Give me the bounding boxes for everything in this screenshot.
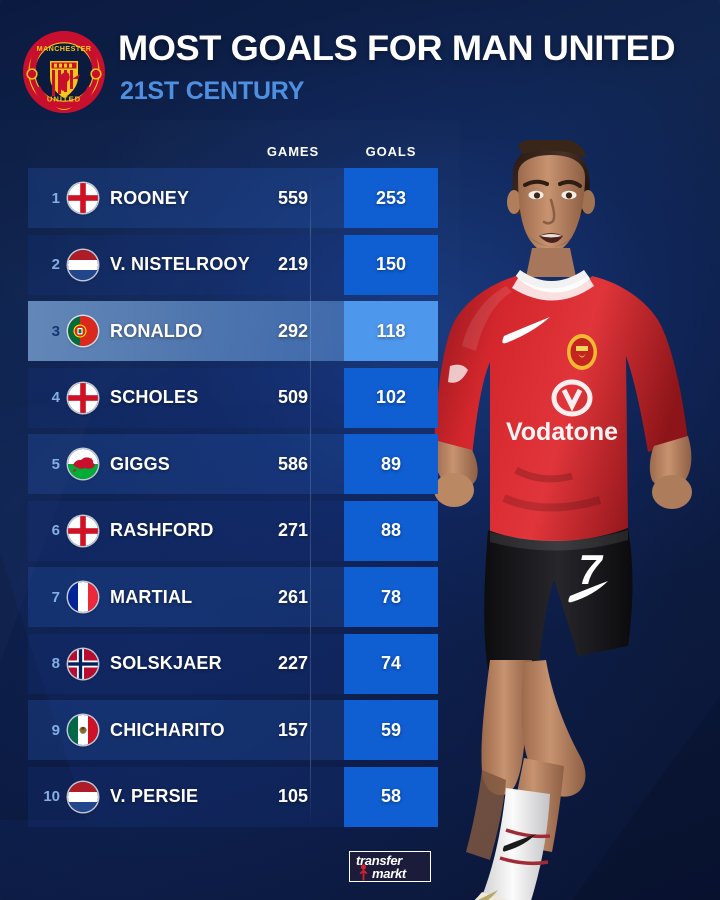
- goals-value: 74: [380, 653, 402, 673]
- flag-icon-mexico: [68, 715, 98, 745]
- table-row[interactable]: 5 GIGGS 586 89: [28, 434, 438, 494]
- table-row[interactable]: 7 MARTIAL 261 78: [28, 567, 438, 627]
- table-row[interactable]: 4 SCHOLES 509 102: [28, 367, 438, 428]
- table-row[interactable]: 1 ROONEY 559 253: [28, 168, 438, 228]
- goals-highlight-block: [344, 168, 438, 228]
- goals-value: 59: [380, 719, 402, 740]
- goals-value: 102: [375, 387, 407, 407]
- column-header-games: GAMES: [266, 144, 320, 159]
- flag-icon-france: [68, 582, 98, 612]
- svg-text:7: 7: [578, 546, 603, 593]
- player-name: V. PERSIE: [110, 786, 199, 806]
- goals-value: 253: [375, 187, 407, 208]
- player-name: RASHFORD: [110, 520, 214, 540]
- goals-highlight-block: [344, 301, 438, 361]
- player-name: ROONEY: [110, 187, 190, 208]
- games-value: 292: [277, 320, 309, 341]
- games-value: 105: [277, 786, 309, 806]
- goals-value: 58: [380, 786, 402, 806]
- flag-icon-netherlands: [68, 781, 98, 812]
- table-row[interactable]: 6 RASHFORD 271 88: [28, 500, 438, 561]
- player-legs: [466, 660, 586, 900]
- flag-icon-england: [68, 382, 98, 413]
- transfermarkt-figure-icon: [359, 864, 368, 881]
- rank-number: 2: [51, 256, 60, 273]
- goals-highlight-block: [344, 234, 438, 295]
- rank-number: 10: [43, 788, 60, 805]
- rank-number: 9: [51, 721, 60, 739]
- table-row[interactable]: 3 RONALDO 292 118: [28, 301, 438, 361]
- rank-number: 1: [51, 189, 60, 207]
- player-name: MARTIAL: [110, 586, 193, 607]
- rank-number: 3: [51, 322, 60, 340]
- player-head: [507, 140, 595, 254]
- player-name: CHICHARITO: [110, 719, 225, 740]
- column-header-goals: GOALS: [365, 144, 417, 159]
- player-name: SOLSKJAER: [110, 653, 222, 673]
- goals-highlight-block: [344, 633, 438, 694]
- goals-highlight-block: [344, 500, 438, 561]
- goals-value: 150: [375, 254, 407, 274]
- games-value: 157: [277, 719, 309, 740]
- svg-text:UNITED: UNITED: [47, 95, 81, 104]
- table-row[interactable]: 10 V. PERSIE 105 58: [28, 766, 438, 827]
- page-subtitle: 21ST CENTURY: [120, 77, 305, 105]
- goals-highlight-block: [344, 367, 438, 428]
- goals-value: 89: [380, 453, 402, 474]
- player-name: V. NISTELROOY: [110, 254, 250, 274]
- goals-highlight-block: [344, 434, 438, 494]
- rank-number: 6: [51, 522, 60, 539]
- manchester-united-crest-icon: MANCHESTER UNITED: [23, 31, 105, 113]
- goals-highlight-block: [344, 766, 438, 827]
- rank-number: 8: [51, 655, 60, 672]
- flag-icon-netherlands: [68, 249, 98, 280]
- transfermarkt-logo: transfer markt: [349, 851, 431, 882]
- goals-highlight-block: [344, 700, 438, 760]
- rank-number: 7: [51, 588, 60, 606]
- transfermarkt-logo-text-1: transfer: [356, 853, 403, 868]
- header: MANCHESTER UNITED MOST GOALS FOR MAN UNI…: [0, 0, 720, 150]
- player-arms: [433, 436, 692, 509]
- player-name: GIGGS: [110, 453, 171, 474]
- games-value: 261: [277, 586, 309, 607]
- games-value: 559: [277, 187, 309, 208]
- games-value: 271: [277, 520, 309, 540]
- goals-value: 78: [380, 586, 402, 607]
- transfermarkt-logo-text-2: markt: [372, 866, 406, 881]
- games-value: 219: [277, 254, 309, 274]
- page-title: MOST GOALS FOR MAN UNITED: [118, 28, 676, 68]
- flag-icon-portugal: [68, 316, 98, 346]
- games-value: 509: [277, 387, 309, 407]
- rank-number: 5: [51, 455, 60, 473]
- svg-text:Vodatone: Vodatone: [506, 418, 618, 446]
- player-shirt: Vodatone: [434, 276, 688, 542]
- flag-icon-wales: [68, 449, 98, 479]
- table-row[interactable]: 2 V. NISTELROOY 219 150: [28, 234, 438, 295]
- player-photo: Vodatone 7: [433, 140, 692, 900]
- table-row[interactable]: 9 CHICHARITO 157 59: [28, 700, 438, 760]
- player-name: RONALDO: [110, 320, 203, 341]
- goals-value: 88: [380, 520, 402, 540]
- games-value: 227: [277, 653, 309, 673]
- flag-icon-england: [68, 183, 98, 213]
- column-divider: [310, 176, 311, 826]
- svg-text:MANCHESTER: MANCHESTER: [37, 44, 92, 53]
- goals-highlight-block: [344, 567, 438, 627]
- player-name: SCHOLES: [110, 387, 199, 407]
- rank-number: 4: [51, 389, 60, 406]
- flag-icon-england: [68, 515, 98, 546]
- player-shorts: 7: [484, 528, 633, 674]
- flag-icon-norway: [68, 648, 98, 679]
- table-row[interactable]: 8 SOLSKJAER 227 74: [28, 633, 438, 694]
- goals-value: 118: [376, 320, 406, 341]
- games-value: 586: [277, 453, 309, 474]
